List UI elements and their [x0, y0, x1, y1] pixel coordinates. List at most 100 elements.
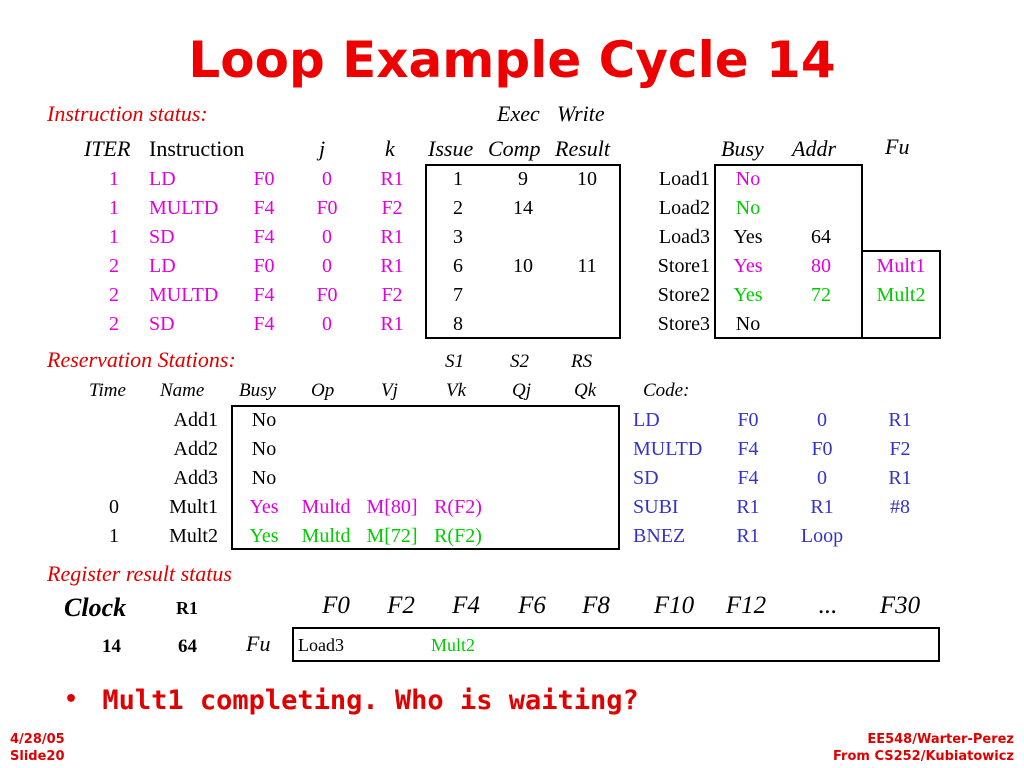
- clock-value: 14: [102, 636, 121, 657]
- buffer-fu: Mult2: [876, 284, 926, 306]
- rs-busy: No: [251, 409, 277, 431]
- buffer-busy: No: [735, 197, 761, 219]
- code-token: Loop: [800, 525, 844, 547]
- register-fu-value: Mult2: [431, 635, 476, 655]
- instr-j: 0: [322, 168, 332, 190]
- buffer-addr: 80: [811, 255, 831, 277]
- instr-reg: F0: [253, 168, 275, 190]
- rs-vk: R(F2): [434, 496, 482, 518]
- instr-result: 10: [577, 168, 597, 190]
- buffer-busy: Yes: [733, 255, 763, 277]
- buffer-name: Store3: [657, 313, 710, 335]
- code-token: R1: [888, 467, 912, 489]
- instruction-status-label: Instruction status:: [47, 101, 208, 126]
- rs-header-time: Time: [89, 380, 126, 401]
- code-token: 0: [817, 467, 827, 489]
- instr-k: R1: [380, 313, 404, 335]
- instr-reg: F0: [253, 255, 275, 277]
- instr-reg: F4: [253, 284, 275, 306]
- r1-label: R1: [176, 598, 198, 618]
- rs-header-vj: Vj: [381, 380, 398, 401]
- rs-op: Multd: [301, 525, 351, 547]
- code-token: LD: [633, 409, 660, 431]
- rs-header-qj: Qj: [512, 380, 531, 401]
- instr-reg: F4: [253, 197, 275, 219]
- reservation-stations-box: [231, 405, 620, 550]
- register-name: F10: [653, 592, 695, 619]
- rs-time: 0: [109, 496, 119, 518]
- instr-comp: 9: [518, 168, 528, 190]
- code-token: 0: [817, 409, 827, 431]
- s1-label: S1: [445, 351, 464, 372]
- footer-date: 4/28/05: [10, 732, 65, 747]
- header-iter: ITER: [84, 136, 131, 161]
- code-token: R1: [810, 496, 834, 518]
- buffer-busy: Yes: [733, 284, 763, 306]
- instr-iter: 1: [109, 197, 119, 219]
- rs-header-op: Op: [311, 380, 335, 401]
- rs-name: Add1: [173, 409, 218, 431]
- footer-author: EE548/Warter-Perez: [867, 732, 1014, 747]
- buffer-name: Load2: [658, 197, 710, 219]
- header-addr: Addr: [792, 136, 836, 161]
- write-label: Write: [557, 101, 605, 126]
- instr-issue: 8: [453, 313, 463, 335]
- rs-header-qk: Qk: [574, 380, 597, 401]
- code-token: R1: [888, 409, 912, 431]
- header-fu: Fu: [885, 134, 910, 159]
- code-token: SUBI: [633, 496, 679, 518]
- code-token: BNEZ: [633, 525, 686, 547]
- rs-busy: No: [251, 438, 277, 460]
- rs-header-busy: Busy: [239, 380, 276, 401]
- code-token: SD: [633, 467, 659, 489]
- rs-name: Add3: [173, 467, 218, 489]
- instr-j: 0: [322, 255, 332, 277]
- code-label: Code:: [643, 380, 690, 401]
- buffer-addr: 64: [811, 226, 831, 248]
- instr-j: F0: [316, 197, 338, 219]
- instr-k: F2: [381, 197, 403, 219]
- buffer-busy: Yes: [733, 226, 763, 248]
- register-name: F30: [879, 592, 921, 619]
- rs-vj: M[80]: [366, 496, 418, 518]
- code-token: F2: [889, 438, 911, 460]
- header-issue: Issue: [428, 136, 474, 161]
- footer-slide: Slide20: [10, 749, 65, 764]
- header-result: Result: [555, 136, 610, 161]
- instr-op: LD: [149, 255, 176, 277]
- header-instruction: Instruction: [149, 136, 245, 161]
- buffer-addr: 72: [811, 284, 831, 306]
- register-name: F6: [518, 592, 546, 619]
- instr-iter: 2: [109, 284, 119, 306]
- rs-busy: No: [251, 467, 277, 489]
- rs-header-vk: Vk: [446, 380, 467, 401]
- register-fu-box: [292, 627, 940, 662]
- footer-source: From CS252/Kubiatowicz: [832, 749, 1014, 764]
- rs-header-name: Name: [160, 380, 205, 401]
- header-comp: Comp: [488, 136, 541, 161]
- footer-left: 4/28/05 Slide20: [10, 731, 65, 765]
- rs-label: RS: [571, 351, 593, 372]
- buffer-name: Load1: [658, 168, 710, 190]
- buffer-fu: Mult1: [876, 255, 926, 277]
- register-name: F4: [452, 592, 480, 619]
- instr-op: LD: [149, 168, 176, 190]
- buffer-name: Store1: [657, 255, 710, 277]
- register-name: F0: [322, 592, 350, 619]
- buffer-busy: No: [735, 168, 761, 190]
- instr-k: R1: [380, 168, 404, 190]
- bullet-message: Mult1 completing. Who is waiting?: [102, 685, 639, 716]
- code-token: F0: [811, 438, 833, 460]
- instr-iter: 1: [109, 226, 119, 248]
- buffer-name: Store2: [657, 284, 710, 306]
- rs-vk: R(F2): [434, 525, 482, 547]
- instr-iter: 1: [109, 168, 119, 190]
- rs-vj: M[72]: [366, 525, 418, 547]
- instr-issue: 7: [453, 284, 463, 306]
- instr-k: F2: [381, 284, 403, 306]
- header-k: k: [385, 136, 395, 161]
- slide-title: Loop Example Cycle 14: [188, 31, 836, 89]
- header-busy: Busy: [721, 136, 764, 161]
- rs-busy: Yes: [249, 525, 279, 547]
- register-name: F12: [725, 592, 767, 619]
